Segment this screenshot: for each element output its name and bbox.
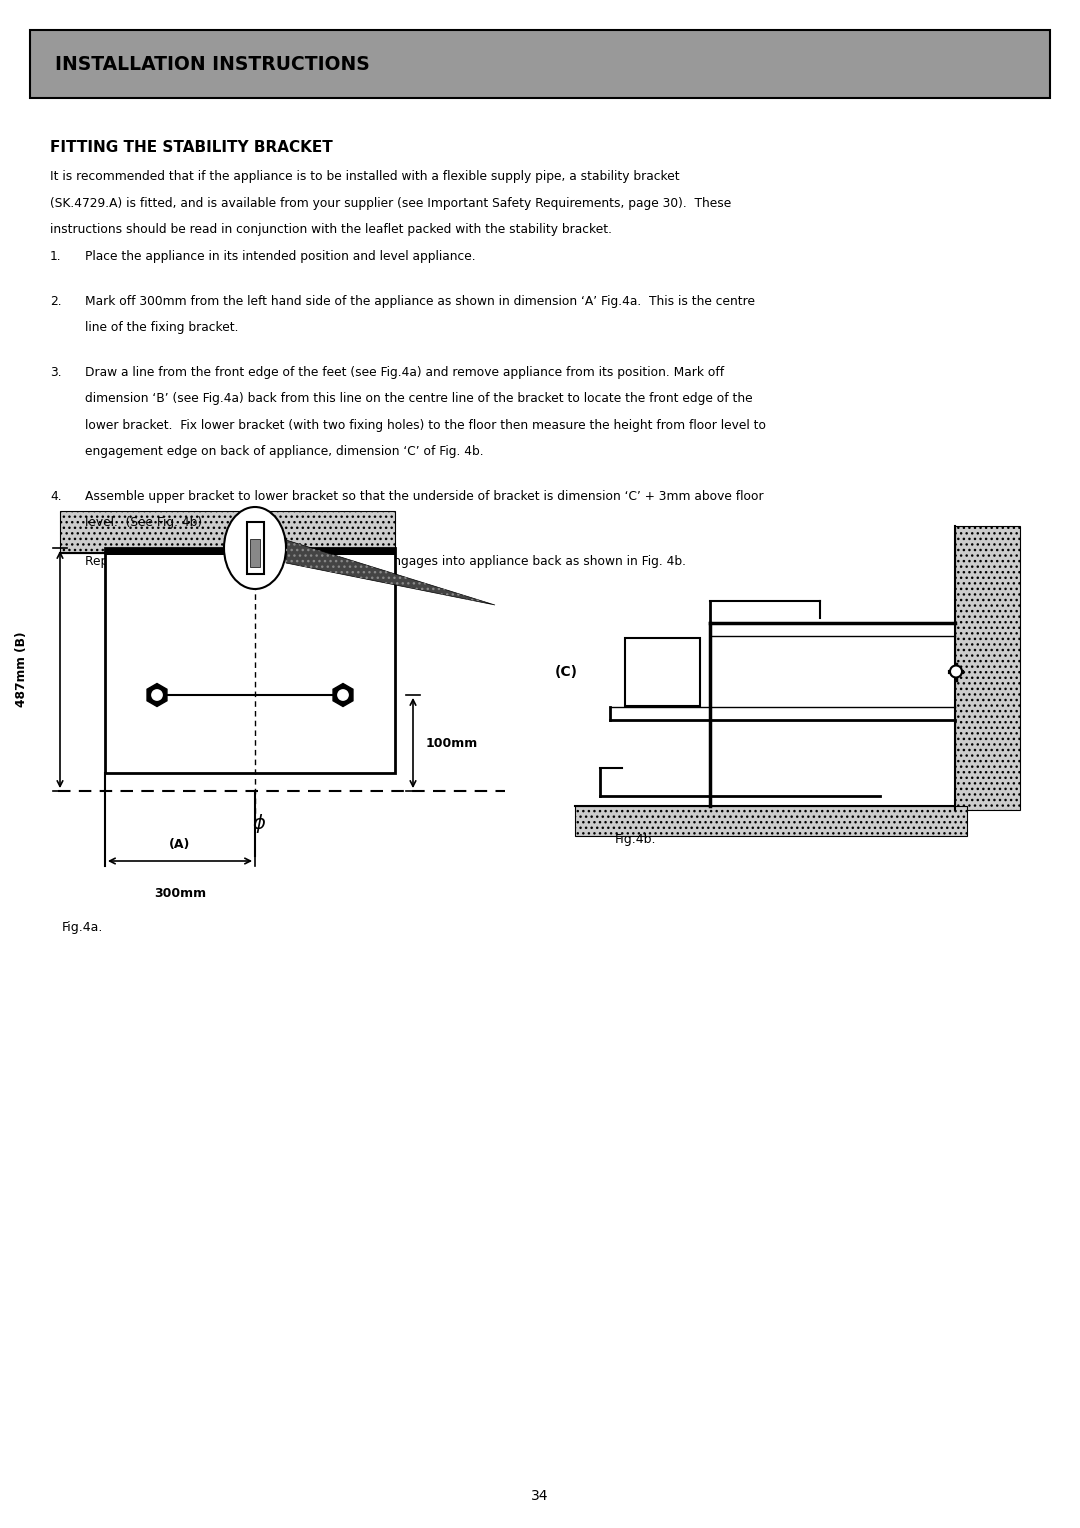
Text: $\phi$: $\phi$ <box>252 811 266 834</box>
Text: 487mm (B): 487mm (B) <box>15 631 28 707</box>
Bar <box>105 549 395 555</box>
Bar <box>955 526 1020 810</box>
Text: 1.: 1. <box>50 251 62 263</box>
Text: (A): (A) <box>170 837 191 851</box>
Text: Reposition appliance and check that top bracket engages into appliance back as s: Reposition appliance and check that top … <box>85 556 686 568</box>
Bar <box>246 523 264 575</box>
Circle shape <box>338 689 348 700</box>
Text: 3.: 3. <box>50 365 62 379</box>
Polygon shape <box>147 683 167 706</box>
Text: lower bracket.  Fix lower bracket (with two fixing holes) to the floor then meas: lower bracket. Fix lower bracket (with t… <box>85 419 766 431</box>
Text: 2.: 2. <box>50 295 62 307</box>
Text: It is recommended that if the appliance is to be installed with a flexible suppl: It is recommended that if the appliance … <box>50 170 679 183</box>
Text: 34: 34 <box>531 1488 549 1504</box>
Text: Fig.4a.: Fig.4a. <box>62 921 104 934</box>
Text: engagement edge on back of appliance, dimension ‘C’ of Fig. 4b.: engagement edge on back of appliance, di… <box>85 445 484 458</box>
Bar <box>249 539 260 567</box>
Text: 300mm: 300mm <box>154 886 206 900</box>
Text: line of the fixing bracket.: line of the fixing bracket. <box>85 321 239 335</box>
Ellipse shape <box>224 507 286 588</box>
Text: FITTING THE STABILITY BRACKET: FITTING THE STABILITY BRACKET <box>50 141 333 154</box>
Text: (C): (C) <box>555 665 578 678</box>
Text: INSTALLATION INSTRUCTIONS: INSTALLATION INSTRUCTIONS <box>55 55 369 73</box>
Polygon shape <box>286 539 495 605</box>
Bar <box>625 639 700 706</box>
Circle shape <box>152 689 162 700</box>
Text: Draw a line from the front edge of the feet (see Fig.4a) and remove appliance fr: Draw a line from the front edge of the f… <box>85 365 724 379</box>
Bar <box>30 31 1050 98</box>
Bar <box>105 549 395 773</box>
Text: level.  (See Fig. 4b): level. (See Fig. 4b) <box>85 516 202 529</box>
Bar <box>60 510 395 553</box>
Bar <box>575 805 967 836</box>
Text: dimension ‘B’ (see Fig.4a) back from this line on the centre line of the bracket: dimension ‘B’ (see Fig.4a) back from thi… <box>85 393 753 405</box>
Text: Assemble upper bracket to lower bracket so that the underside of bracket is dime: Assemble upper bracket to lower bracket … <box>85 489 764 503</box>
Text: instructions should be read in conjunction with the leaflet packed with the stab: instructions should be read in conjuncti… <box>50 223 612 235</box>
Text: 4.: 4. <box>50 489 62 503</box>
Polygon shape <box>333 683 353 706</box>
Text: Place the appliance in its intended position and level appliance.: Place the appliance in its intended posi… <box>85 251 475 263</box>
Circle shape <box>950 666 962 677</box>
Text: Fig.4b.: Fig.4b. <box>615 833 657 847</box>
Text: 100mm: 100mm <box>426 736 478 750</box>
Text: Mark off 300mm from the left hand side of the appliance as shown in dimension ‘A: Mark off 300mm from the left hand side o… <box>85 295 755 307</box>
Text: (SK.4729.A) is fitted, and is available from your supplier (see Important Safety: (SK.4729.A) is fitted, and is available … <box>50 197 731 209</box>
